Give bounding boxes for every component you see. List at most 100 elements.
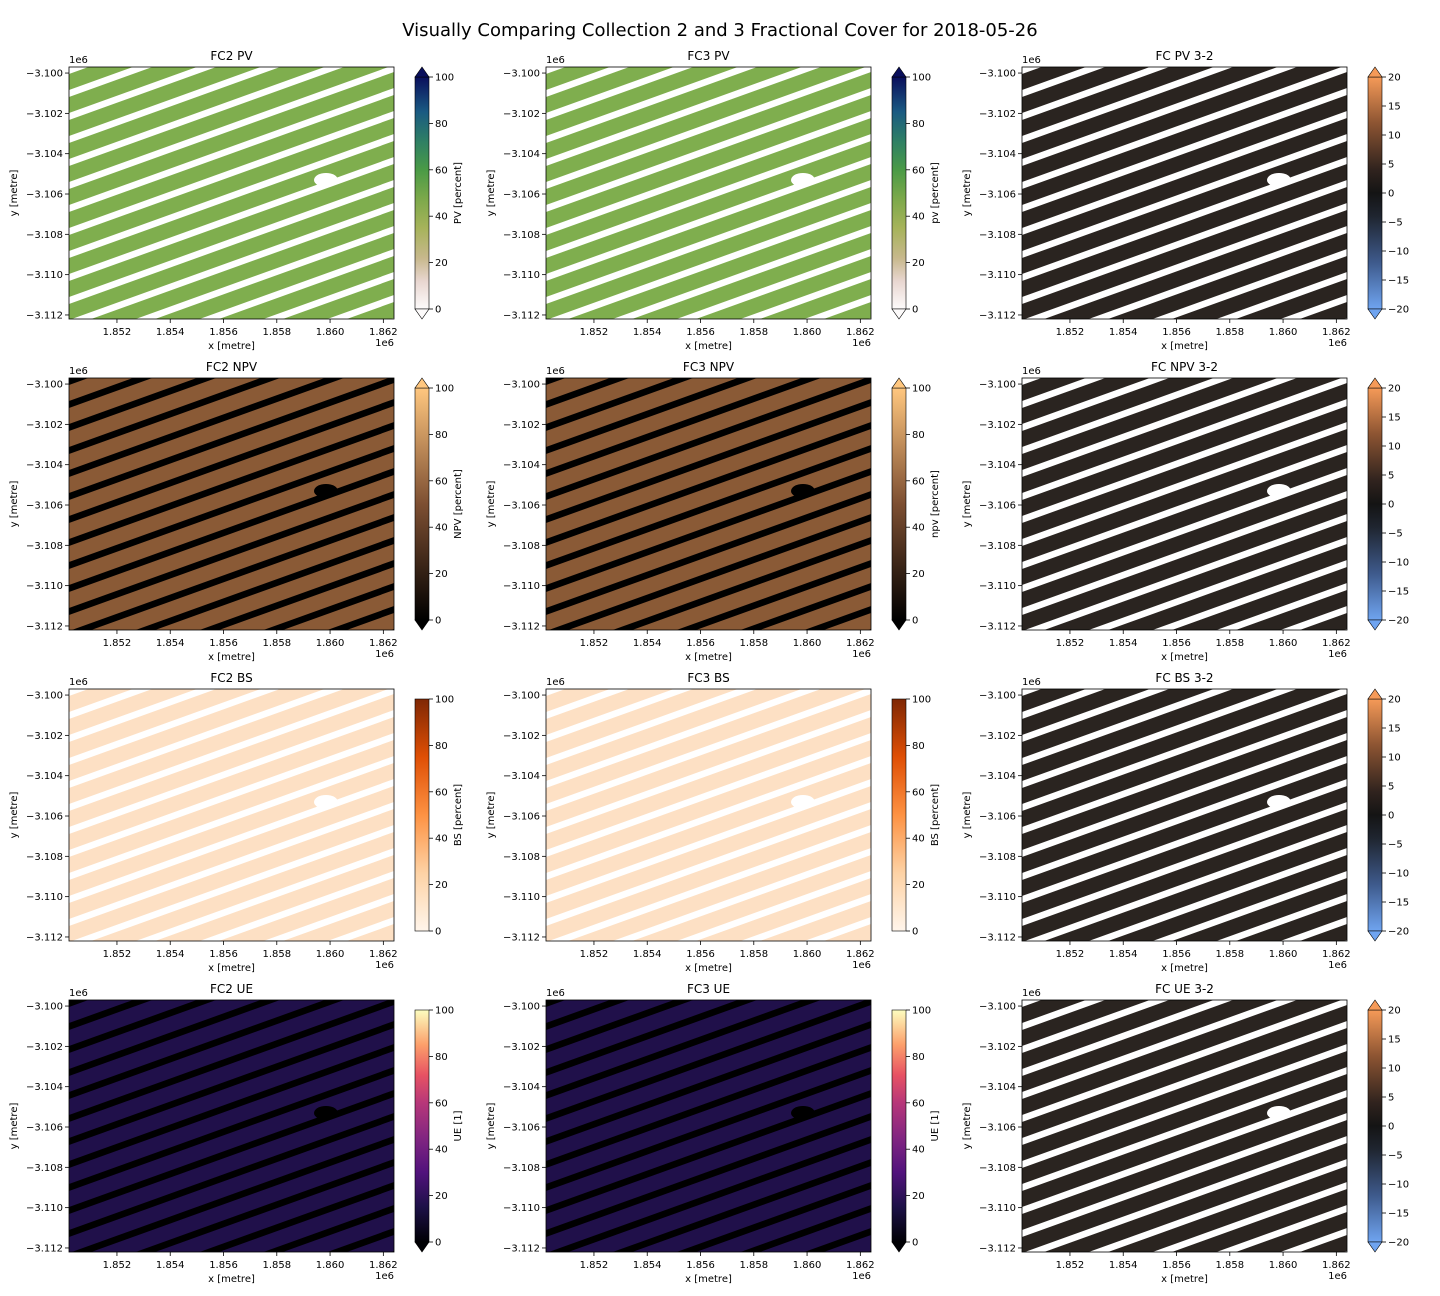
panel-title: FC3 BS — [687, 671, 729, 685]
colorbar-gradient — [891, 1009, 907, 1243]
y-tick-label: −3.104 — [979, 149, 1016, 160]
colorbar-label: BS [percent] — [453, 784, 464, 846]
y-tick-label: −3.110 — [26, 1203, 63, 1214]
colorbar-tick-label: 5 — [1388, 1093, 1394, 1104]
y-tick-label: −3.108 — [503, 230, 540, 241]
y-tick-label: −3.108 — [503, 541, 540, 552]
colorbar-tick-label: 0 — [1388, 811, 1394, 822]
panel-title: FC3 UE — [687, 982, 730, 996]
y-offset-label: 1e6 — [69, 366, 88, 377]
y-tick-label: −3.102 — [503, 731, 540, 742]
y-axis-label: y [metre] — [962, 170, 973, 217]
colorbar-tick-label: −5 — [1388, 840, 1403, 851]
colorbar-tick-label: −5 — [1388, 218, 1403, 229]
colorbar-label: BS [percent] — [930, 784, 941, 846]
x-tick-label: 1.858 — [262, 638, 291, 649]
colorbar-tick-label: 40 — [912, 834, 925, 845]
x-tick-label: 1.862 — [1322, 638, 1351, 649]
colorbar-tick-label: 20 — [1388, 1006, 1401, 1017]
x-tick-label: 1.854 — [156, 1260, 185, 1271]
x-axis-label: x [metre] — [1161, 652, 1208, 663]
x-tick-label: 1.858 — [739, 949, 768, 960]
x-tick-label: 1.856 — [1162, 638, 1191, 649]
colorbar-tick-label: 15 — [1388, 1035, 1401, 1046]
nodata-stripes — [1022, 378, 1347, 630]
panel-fc-npv-3-2: FC NPV 3-2 1.852 1.854 1.856 1.858 1.860 1.862… — [962, 360, 1409, 663]
colorbar: 0 20 40 60 80 100 pv [percent] — [891, 66, 941, 320]
y-tick-label: −3.100 — [26, 1002, 63, 1013]
axes-frame — [68, 999, 395, 1253]
y-tick-label: −3.104 — [26, 771, 63, 782]
x-tick-label: 1.852 — [1056, 638, 1085, 649]
y-tick-label: −3.112 — [503, 621, 540, 632]
colorbar-tick-label: 80 — [912, 430, 925, 441]
axes-frame — [68, 688, 395, 942]
colorbar-tick-label: 40 — [912, 212, 925, 223]
colorbar: 0 20 40 60 80 100 UE [1] — [414, 1006, 464, 1253]
colorbar-tick-label: 20 — [912, 569, 925, 580]
colorbar-extend-max — [1367, 66, 1383, 78]
panel-title: FC2 BS — [210, 671, 252, 685]
panel-fc3-pv: FC3 PV 1.852 1.854 1.856 1.858 1.860 1.862 x [m… — [486, 49, 941, 352]
y-tick-label: −3.112 — [503, 310, 540, 321]
x-axis-label: x [metre] — [208, 341, 255, 352]
colorbar-tick-label: −20 — [1388, 1238, 1409, 1249]
colorbar-gradient — [891, 698, 907, 932]
x-tick-label: 1.856 — [209, 1260, 238, 1271]
x-offset-label: 1e6 — [375, 1271, 394, 1282]
x-axis-label: x [metre] — [685, 652, 732, 663]
colorbar-gradient — [1367, 76, 1383, 310]
x-tick-label: 1.862 — [1322, 949, 1351, 960]
x-tick-label: 1.862 — [369, 327, 398, 338]
x-tick-label: 1.854 — [633, 638, 662, 649]
y-offset-label: 1e6 — [69, 988, 88, 999]
colorbar: 0 20 40 60 80 100 npv [percent] — [891, 377, 941, 631]
x-tick-label: 1.852 — [580, 1260, 609, 1271]
x-tick-label: 1.858 — [262, 1260, 291, 1271]
panel-fc2-bs: FC2 BS 1.852 1.854 1.856 1.858 1.860 1.862 x [m… — [9, 671, 464, 974]
nodata-stripes — [1022, 689, 1347, 941]
y-tick-label: −3.108 — [979, 1163, 1016, 1174]
x-tick-label: 1.856 — [1162, 1260, 1191, 1271]
x-tick-label: 1.856 — [686, 1260, 715, 1271]
y-tick-label: −3.100 — [503, 380, 540, 391]
colorbar-tick-label: 20 — [912, 1191, 925, 1202]
axes-frame — [68, 377, 395, 631]
x-tick-label: 1.858 — [739, 327, 768, 338]
colorbar-extend-min — [414, 308, 430, 320]
nodata-stripes — [546, 378, 871, 630]
y-tick-label: −3.110 — [503, 1203, 540, 1214]
x-tick-label: 1.852 — [103, 949, 132, 960]
x-tick-label: 1.860 — [316, 1260, 345, 1271]
x-tick-label: 1.854 — [1109, 638, 1138, 649]
colorbar-tick-label: 0 — [435, 927, 441, 938]
x-tick-label: 1.858 — [739, 1260, 768, 1271]
y-tick-label: −3.110 — [979, 270, 1016, 281]
colorbar-tick-label: 0 — [1388, 500, 1394, 511]
y-tick-label: −3.110 — [979, 581, 1016, 592]
y-tick-label: −3.110 — [503, 270, 540, 281]
x-offset-label: 1e6 — [375, 338, 394, 349]
y-tick-label: −3.104 — [503, 771, 540, 782]
colorbar-tick-label: 40 — [435, 834, 448, 845]
y-tick-label: −3.108 — [26, 852, 63, 863]
y-tick-label: −3.104 — [26, 460, 63, 471]
colorbar-tick-label: 100 — [435, 1006, 454, 1017]
colorbar-tick-label: 20 — [435, 1191, 448, 1202]
colorbar-tick-label: 5 — [1388, 160, 1394, 171]
y-tick-label: −3.102 — [979, 109, 1016, 120]
panel-title: FC BS 3-2 — [1155, 671, 1213, 685]
colorbar-tick-label: 10 — [1388, 1064, 1401, 1075]
y-tick-label: −3.104 — [503, 460, 540, 471]
y-tick-label: −3.108 — [503, 852, 540, 863]
colorbar-label: npv [percent] — [930, 470, 941, 538]
x-tick-label: 1.860 — [793, 949, 822, 960]
x-axis-label: x [metre] — [685, 1274, 732, 1285]
colorbar-tick-label: 5 — [1388, 471, 1394, 482]
x-tick-label: 1.854 — [1109, 949, 1138, 960]
colorbar-tick-label: 80 — [912, 119, 925, 130]
y-tick-label: −3.106 — [503, 501, 540, 512]
colorbar-gradient — [414, 698, 430, 932]
colorbar-tick-label: 100 — [912, 695, 931, 706]
x-tick-label: 1.852 — [580, 949, 609, 960]
